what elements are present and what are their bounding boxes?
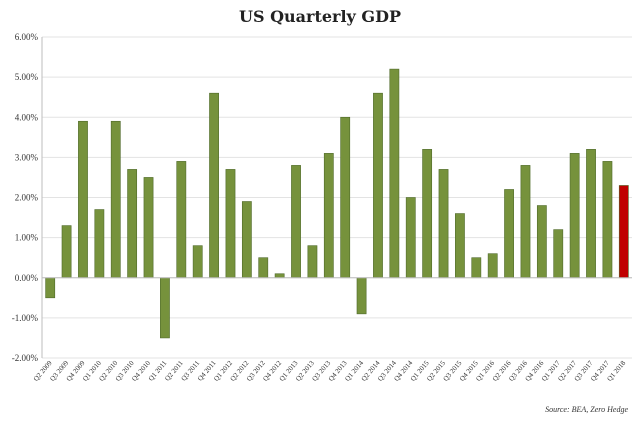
bars bbox=[45, 68, 629, 339]
source-note: Source: BEA, Zero Hedge bbox=[545, 405, 628, 414]
bar-q3-2011 bbox=[192, 245, 203, 279]
bar-q1-2011 bbox=[160, 277, 170, 339]
bar-q1-2016 bbox=[487, 253, 498, 279]
bar-q4-2013 bbox=[340, 116, 351, 279]
bar-q1-2017 bbox=[553, 229, 564, 279]
bar-q4-2011 bbox=[209, 92, 219, 279]
bar-q2-2012 bbox=[241, 201, 252, 279]
bar-q3-2010 bbox=[127, 169, 138, 279]
bar-q4-2010 bbox=[143, 177, 154, 279]
y-tick-label: 6.00% bbox=[15, 32, 39, 42]
bar-q1-2013 bbox=[291, 165, 301, 279]
bar-q2-2009 bbox=[45, 277, 56, 299]
bar-q2-2014 bbox=[373, 92, 383, 279]
bar-q1-2015 bbox=[422, 149, 433, 279]
bar-q2-2010 bbox=[110, 120, 121, 279]
y-tick-label: 5.00% bbox=[15, 72, 39, 82]
bar-q2-2013 bbox=[307, 245, 318, 279]
y-tick-label: 1.00% bbox=[15, 233, 39, 243]
bar-q3-2013 bbox=[323, 153, 334, 279]
y-tick-label: -1.00% bbox=[12, 313, 39, 323]
bar-q2-2017 bbox=[569, 153, 580, 279]
bar-q3-2016 bbox=[520, 165, 531, 279]
bar-q4-2016 bbox=[536, 205, 547, 279]
axes bbox=[41, 37, 632, 358]
bar-q3-2015 bbox=[455, 213, 465, 279]
bar-q3-2017 bbox=[586, 149, 596, 279]
bar-q1-2010 bbox=[94, 209, 105, 279]
bar-q3-2012 bbox=[258, 257, 269, 279]
bar-q2-2011 bbox=[176, 161, 187, 279]
x-tick-label: Q1 2018 bbox=[606, 359, 628, 383]
chart-title: US Quarterly GDP bbox=[239, 7, 401, 26]
bar-q1-2014 bbox=[356, 277, 367, 315]
bar-q2-2015 bbox=[438, 169, 449, 279]
bar-q3-2009 bbox=[61, 225, 72, 279]
y-tick-label: 4.00% bbox=[15, 112, 39, 122]
bar-q4-2012 bbox=[274, 273, 285, 279]
bar-q4-2009 bbox=[78, 120, 88, 279]
y-tick-label: 3.00% bbox=[15, 152, 39, 162]
bar-q1-2018 bbox=[618, 185, 629, 279]
bar-q3-2014 bbox=[389, 68, 400, 279]
y-tick-label: 0.00% bbox=[15, 273, 39, 283]
bar-q4-2015 bbox=[471, 257, 482, 279]
bar-q2-2016 bbox=[504, 189, 514, 279]
bar-q1-2012 bbox=[225, 169, 236, 279]
y-axis-tick-labels: -2.00% -1.00% 0.00% 1.00% 2.00% 3.00% 4.00% 5.0… bbox=[12, 32, 39, 363]
y-tick-label: -2.00% bbox=[12, 353, 39, 363]
y-tick-label: 2.00% bbox=[15, 193, 39, 203]
bar-q4-2014 bbox=[405, 197, 416, 279]
bar-q4-2017 bbox=[602, 161, 613, 279]
